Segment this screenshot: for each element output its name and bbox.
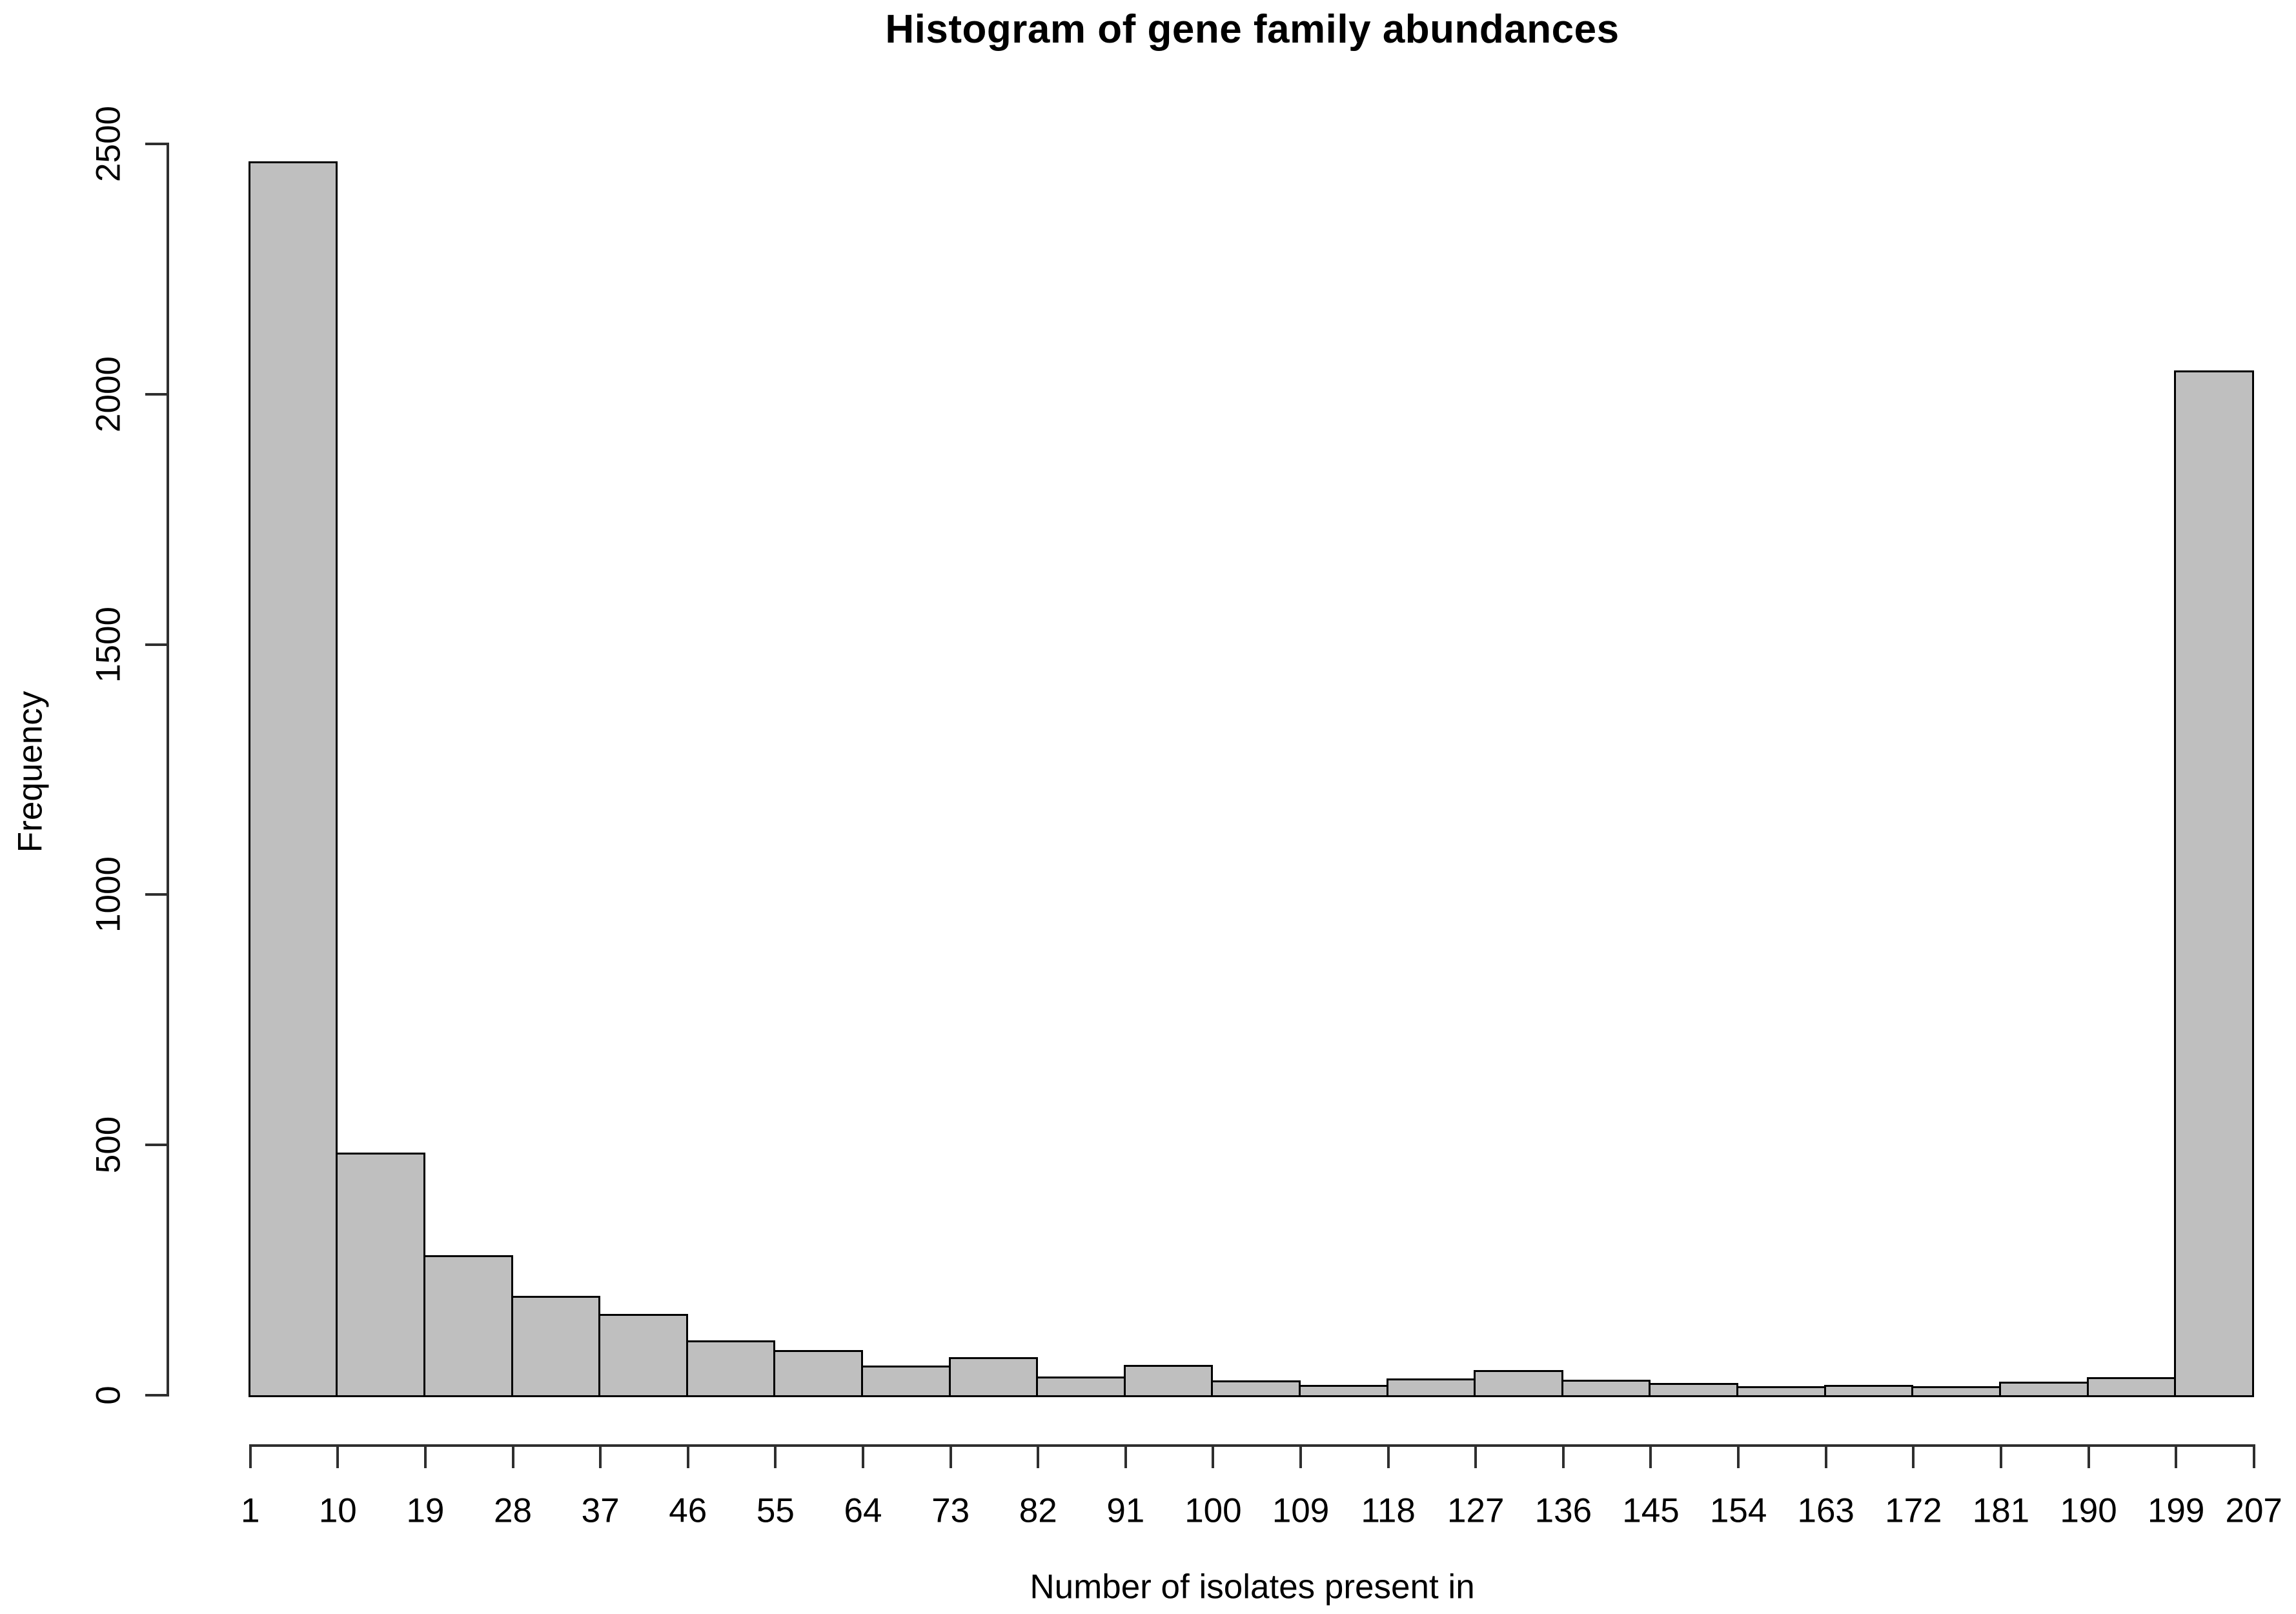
x-tick xyxy=(1561,1447,1565,1468)
x-tick xyxy=(2252,1447,2255,1468)
histogram-bar xyxy=(2174,370,2254,1397)
x-tick-label: 1 xyxy=(240,1491,260,1530)
x-tick xyxy=(249,1447,252,1468)
x-tick-label: 190 xyxy=(2060,1491,2117,1530)
histogram-bar xyxy=(336,1152,425,1397)
x-tick-label: 145 xyxy=(1622,1491,1680,1530)
x-tick xyxy=(949,1447,952,1468)
x-tick-label: 181 xyxy=(1972,1491,2030,1530)
histogram-bar xyxy=(686,1340,776,1397)
x-tick xyxy=(861,1447,864,1468)
x-tick xyxy=(1037,1447,1040,1468)
x-tick xyxy=(2175,1447,2178,1468)
x-tick xyxy=(423,1447,427,1468)
x-tick-label: 207 xyxy=(2225,1491,2282,1530)
histogram-bar xyxy=(598,1314,688,1397)
x-tick xyxy=(1999,1447,2002,1468)
histogram-bar xyxy=(2086,1377,2177,1397)
x-tick-label: 91 xyxy=(1106,1491,1145,1530)
x-tick xyxy=(2087,1447,2090,1468)
x-tick-label: 10 xyxy=(318,1491,357,1530)
histogram-bar xyxy=(1386,1378,1476,1397)
x-tick xyxy=(1649,1447,1652,1468)
histogram-bar xyxy=(860,1366,951,1397)
x-tick xyxy=(1212,1447,1215,1468)
histogram-bar xyxy=(1736,1386,1826,1397)
x-tick xyxy=(511,1447,514,1468)
y-tick xyxy=(145,143,167,145)
histogram-bar xyxy=(1474,1370,1563,1397)
x-tick-label: 28 xyxy=(494,1491,533,1530)
y-tick-label: 0 xyxy=(89,1386,128,1405)
histogram-bar xyxy=(1299,1384,1388,1397)
x-tick xyxy=(1299,1447,1303,1468)
y-tick-label: 2500 xyxy=(89,106,128,182)
histogram-bar xyxy=(1649,1382,1739,1397)
y-tick-label: 500 xyxy=(89,1116,128,1174)
x-tick-label: 82 xyxy=(1019,1491,1057,1530)
x-tick-label: 109 xyxy=(1272,1491,1330,1530)
histogram-bar xyxy=(773,1350,863,1397)
x-tick xyxy=(1912,1447,1915,1468)
x-tick xyxy=(774,1447,777,1468)
x-tick xyxy=(336,1447,340,1468)
x-tick-label: 55 xyxy=(756,1491,795,1530)
y-tick xyxy=(145,643,167,646)
histogram-bar xyxy=(1911,1386,2001,1397)
x-tick-label: 136 xyxy=(1534,1491,1592,1530)
x-tick-label: 73 xyxy=(931,1491,970,1530)
histogram-bar xyxy=(1036,1376,1126,1397)
x-axis-line xyxy=(249,1444,2255,1447)
y-tick xyxy=(145,1144,167,1147)
x-tick xyxy=(1124,1447,1127,1468)
y-tick-label: 2000 xyxy=(89,356,128,432)
histogram-bar xyxy=(248,161,338,1397)
histogram-bar xyxy=(1211,1380,1301,1397)
x-tick-label: 64 xyxy=(844,1491,882,1530)
x-tick xyxy=(686,1447,689,1468)
histogram-bar xyxy=(1998,1382,2089,1397)
x-tick-label: 46 xyxy=(669,1491,707,1530)
x-tick-label: 100 xyxy=(1184,1491,1242,1530)
x-tick-label: 118 xyxy=(1361,1491,1416,1530)
x-tick xyxy=(1824,1447,1827,1468)
histogram-bar xyxy=(1561,1379,1651,1397)
y-tick-label: 1500 xyxy=(89,606,128,683)
chart-title: Histogram of gene family abundances xyxy=(885,7,1620,52)
histogram-bar xyxy=(1824,1385,1914,1397)
x-tick-label: 154 xyxy=(1709,1491,1767,1530)
y-axis-line xyxy=(167,143,169,1397)
y-tick-label: 1000 xyxy=(89,856,128,933)
histogram-bar xyxy=(1123,1364,1214,1397)
x-tick-label: 37 xyxy=(581,1491,620,1530)
x-tick xyxy=(599,1447,602,1468)
x-tick xyxy=(1387,1447,1390,1468)
x-tick-label: 199 xyxy=(2147,1491,2205,1530)
histogram-bar xyxy=(948,1357,1039,1397)
histogram-bar xyxy=(511,1295,601,1397)
y-tick xyxy=(145,392,167,396)
y-tick xyxy=(145,893,167,896)
x-tick xyxy=(1474,1447,1478,1468)
x-tick xyxy=(1737,1447,1740,1468)
x-tick-label: 172 xyxy=(1885,1491,1942,1530)
y-tick xyxy=(145,1394,167,1397)
x-tick-label: 19 xyxy=(406,1491,445,1530)
x-tick-label: 127 xyxy=(1447,1491,1505,1530)
histogram-bar xyxy=(423,1255,513,1397)
x-axis-title: Number of isolates present in xyxy=(1030,1568,1475,1606)
x-tick-label: 163 xyxy=(1797,1491,1854,1530)
